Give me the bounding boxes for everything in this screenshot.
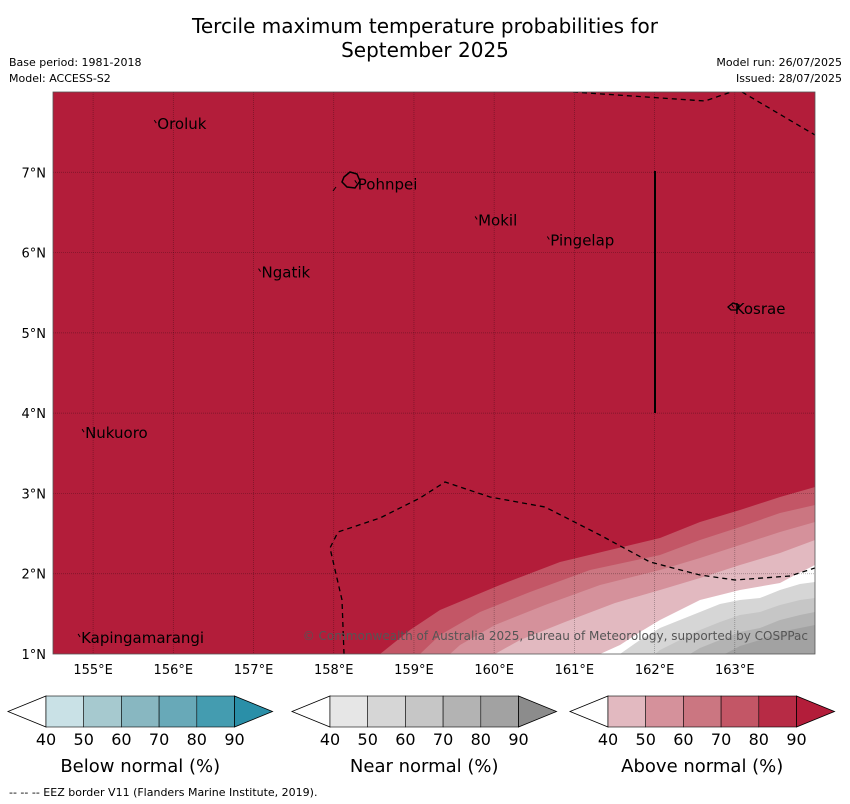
meta-right: Model run: 26/07/2025 Issued: 28/07/2025 — [716, 55, 842, 87]
place-label-kosrae: Kosrae — [735, 300, 786, 318]
legend-left-triangle — [6, 695, 47, 728]
legend-box — [607, 695, 647, 728]
axis-labels: 155°E 156°E 157°E 158°E 159°E 160°E 161°E 162°E… — [22, 166, 755, 678]
legend-tick: 90 — [224, 730, 244, 749]
legend-box — [480, 695, 519, 728]
place-marker — [153, 119, 157, 124]
legend-label: Near normal (%) — [350, 756, 499, 777]
legend-box — [83, 695, 122, 728]
legend-tick: 40 — [36, 730, 56, 749]
lon-tick-label: 160°E — [474, 663, 514, 678]
legend-tick: 90 — [508, 730, 528, 749]
place-marker — [474, 216, 478, 220]
model-run-text: Model run: 26/07/2025 — [716, 56, 842, 69]
lon-tick-label: 162°E — [635, 663, 675, 678]
lon-tick-label: 157°E — [234, 663, 274, 678]
legend-tick: 60 — [673, 730, 693, 749]
legend-box — [121, 695, 160, 728]
place-marker — [77, 633, 81, 638]
pohnpei-island — [341, 171, 361, 189]
legend-left-triangle — [290, 695, 331, 728]
legend-tick: 50 — [636, 730, 656, 749]
title-line-2: September 2025 — [341, 38, 509, 62]
band-near-70 — [725, 625, 815, 654]
legend-box — [196, 695, 235, 728]
legend-box — [329, 695, 369, 728]
place-marker — [354, 180, 358, 184]
legend-label: Below normal (%) — [60, 756, 220, 777]
lat-tick-label: 2°N — [22, 568, 47, 583]
lat-tick-label: 4°N — [22, 407, 47, 422]
legend-tick: 60 — [111, 730, 131, 749]
forecast-map: Oroluk Pohnpei Mokil Pingelap Ngatik Kosrae Nu… — [22, 91, 816, 678]
eez-border-south — [329, 481, 815, 654]
legend-tick: 40 — [598, 730, 618, 749]
lat-tick-label: 7°N — [22, 166, 47, 181]
lon-tick-label: 155°E — [73, 663, 113, 678]
place-label-oroluk: Oroluk — [157, 115, 206, 133]
legend-tick: 70 — [433, 730, 453, 749]
legend-right-triangle — [234, 695, 274, 728]
legend-tick: 80 — [187, 730, 207, 749]
meta-left: Base period: 1981-2018 Model: ACCESS-S2 — [9, 55, 141, 87]
legend-tick: 80 — [749, 730, 769, 749]
kosrae-island — [727, 302, 740, 311]
place-label-mokil: Mokil — [478, 211, 517, 229]
legend-box — [45, 695, 85, 728]
place-label-ngatik: Ngatik — [262, 264, 311, 282]
legend-box — [367, 695, 406, 728]
title-line-1: Tercile maximum temperature probabilitie… — [192, 14, 658, 38]
lat-tick-label: 3°N — [22, 487, 47, 502]
pohnpei-islet — [332, 186, 337, 192]
legend-box — [405, 695, 444, 728]
place-marker — [546, 236, 550, 240]
legend-box — [645, 695, 684, 728]
legend-tick: 80 — [471, 730, 491, 749]
legend-box — [720, 695, 760, 728]
place-label-nukuoro: Nukuoro — [85, 424, 148, 442]
legend-box — [158, 695, 198, 728]
place-label-pingelap: Pingelap — [550, 232, 614, 250]
place-marker — [258, 268, 261, 272]
legend-tick: 50 — [74, 730, 94, 749]
legend-label: Above normal (%) — [621, 756, 783, 777]
place-marker — [731, 304, 735, 309]
legend-right-triangle — [796, 695, 836, 728]
model-text: Model: ACCESS-S2 — [9, 72, 111, 85]
eez-footnote: -- -- -- EEZ border V11 (Flanders Marine… — [9, 786, 318, 799]
legend-right-triangle — [518, 695, 558, 728]
copyright-text: © Commonwealth of Australia 2025, Bureau… — [303, 629, 808, 643]
lon-tick-label: 158°E — [314, 663, 354, 678]
place-label-kapingamarangi: Kapingamarangi — [81, 629, 204, 647]
lon-tick-label: 161°E — [555, 663, 595, 678]
chart-title: Tercile maximum temperature probabilitie… — [0, 14, 850, 62]
base-period-text: Base period: 1981-2018 — [9, 56, 142, 69]
map-frame — [52, 91, 816, 655]
lon-tick-label: 159°E — [394, 663, 434, 678]
lat-tick-label: 5°N — [22, 327, 47, 342]
legend-left-triangle — [568, 695, 609, 728]
legend-tick: 70 — [149, 730, 169, 749]
legend-near-normal: 40 50 60 70 80 90 Near normal (%) — [290, 695, 558, 777]
place-labels: Oroluk Pohnpei Mokil Pingelap Ngatik Kosrae Nu… — [77, 115, 786, 647]
legend-tick: 40 — [320, 730, 340, 749]
legend-tick: 60 — [395, 730, 415, 749]
legend-tick: 50 — [358, 730, 378, 749]
place-marker — [81, 428, 85, 433]
place-label-pohnpei: Pohnpei — [358, 175, 418, 193]
legend-box — [683, 695, 722, 728]
lat-tick-label: 6°N — [22, 247, 47, 262]
legend-tick: 70 — [711, 730, 731, 749]
issued-text: Issued: 28/07/2025 — [735, 72, 842, 85]
lat-tick-label: 1°N — [22, 648, 47, 663]
lon-tick-label: 156°E — [154, 663, 194, 678]
legend-box — [758, 695, 797, 728]
legend-tick: 90 — [786, 730, 806, 749]
legend-box — [442, 695, 482, 728]
lon-tick-label: 163°E — [715, 663, 755, 678]
